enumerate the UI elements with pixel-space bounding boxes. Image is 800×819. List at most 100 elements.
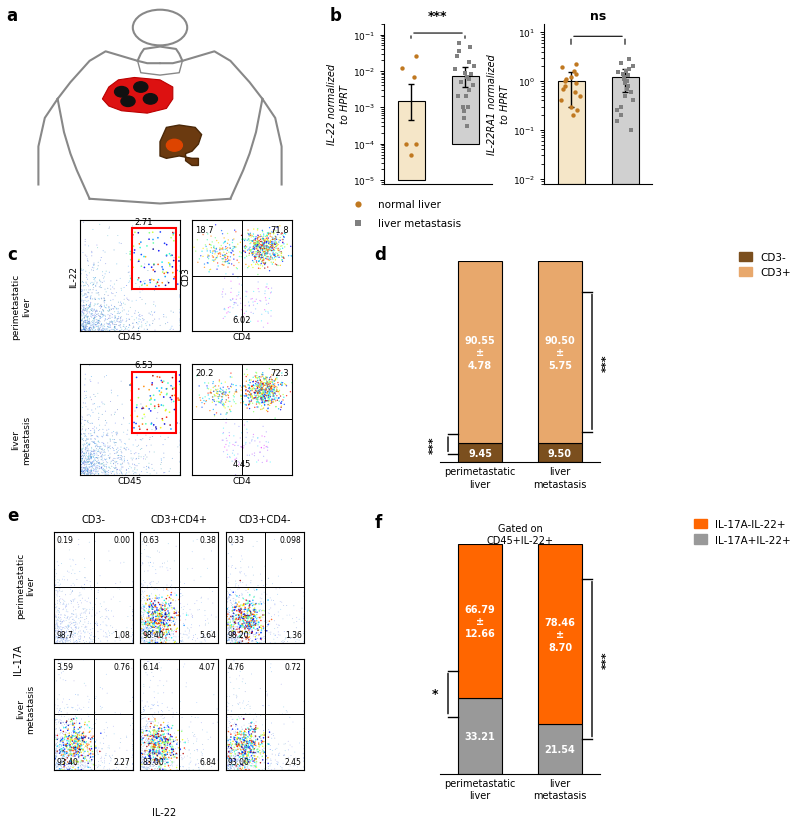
Point: [204, 239, 217, 252]
Point: [118, 320, 130, 333]
Point: [85, 370, 98, 383]
Point: [94, 219, 106, 232]
Point: [150, 748, 162, 761]
Point: [114, 316, 127, 329]
Point: [53, 613, 66, 626]
Point: [62, 605, 74, 618]
Point: [92, 468, 105, 481]
Point: [148, 734, 161, 747]
Point: [158, 621, 171, 634]
Point: [145, 715, 158, 728]
Point: [60, 715, 73, 728]
Point: [150, 728, 163, 741]
Point: [225, 757, 238, 770]
Point: [290, 633, 303, 646]
Point: [104, 751, 117, 764]
Point: [77, 457, 90, 470]
Point: [80, 299, 93, 312]
Point: [68, 653, 81, 666]
Point: [256, 254, 269, 267]
Point: [241, 735, 254, 748]
Point: [133, 468, 146, 482]
Point: [138, 594, 151, 607]
Point: [50, 733, 62, 746]
Point: [251, 238, 264, 251]
Point: [166, 749, 179, 762]
Point: [246, 247, 258, 260]
Point: [68, 740, 81, 753]
Point: [172, 610, 185, 623]
Point: [155, 619, 168, 632]
Point: [245, 727, 258, 740]
Point: [138, 600, 150, 613]
Point: [238, 742, 250, 755]
Point: [154, 731, 167, 744]
Point: [151, 604, 164, 618]
Point: [218, 251, 231, 264]
Point: [69, 739, 82, 752]
Point: [266, 241, 279, 254]
Point: [274, 243, 286, 256]
Point: [122, 309, 134, 322]
Point: [134, 596, 146, 609]
Point: [155, 616, 168, 629]
Point: [221, 307, 234, 320]
Point: [58, 626, 70, 639]
Point: [49, 574, 62, 587]
Point: [126, 627, 139, 640]
Point: [252, 259, 265, 272]
Point: [278, 633, 291, 646]
Point: [212, 758, 225, 771]
Point: [165, 423, 178, 436]
Point: [150, 726, 163, 739]
Point: [109, 290, 122, 303]
Point: [238, 369, 251, 382]
Point: [247, 431, 260, 444]
Point: [254, 387, 266, 400]
Point: [565, 101, 578, 114]
Point: [97, 467, 110, 480]
Point: [60, 632, 73, 645]
Point: [146, 314, 159, 328]
Point: [138, 635, 151, 648]
Point: [212, 248, 225, 261]
Point: [148, 402, 161, 415]
Point: [254, 387, 267, 400]
Point: [96, 320, 109, 333]
Point: [254, 243, 267, 256]
Point: [218, 303, 230, 316]
Point: [146, 635, 158, 648]
Point: [65, 713, 78, 726]
Point: [134, 706, 147, 719]
Point: [105, 303, 118, 316]
Point: [176, 631, 189, 645]
Point: [280, 600, 293, 613]
Point: [234, 758, 247, 771]
Point: [257, 604, 270, 618]
Text: IL-17A: IL-17A: [13, 644, 22, 675]
Point: [114, 322, 127, 335]
Point: [220, 721, 233, 734]
Point: [106, 287, 119, 301]
Point: [108, 322, 121, 335]
Point: [207, 245, 220, 258]
Point: [243, 247, 256, 260]
Point: [148, 464, 161, 477]
Point: [190, 595, 203, 608]
Point: [236, 600, 249, 613]
Point: [89, 433, 102, 446]
Point: [105, 308, 118, 321]
Point: [83, 752, 96, 765]
Point: [126, 712, 139, 725]
Text: 98.20: 98.20: [228, 631, 250, 640]
Point: [222, 755, 234, 768]
Point: [226, 600, 239, 613]
Point: [102, 305, 114, 319]
Point: [102, 456, 114, 469]
Point: [158, 467, 170, 480]
Point: [84, 467, 97, 480]
Point: [234, 555, 247, 568]
Point: [220, 394, 233, 407]
Point: [138, 314, 150, 327]
Point: [278, 717, 290, 731]
